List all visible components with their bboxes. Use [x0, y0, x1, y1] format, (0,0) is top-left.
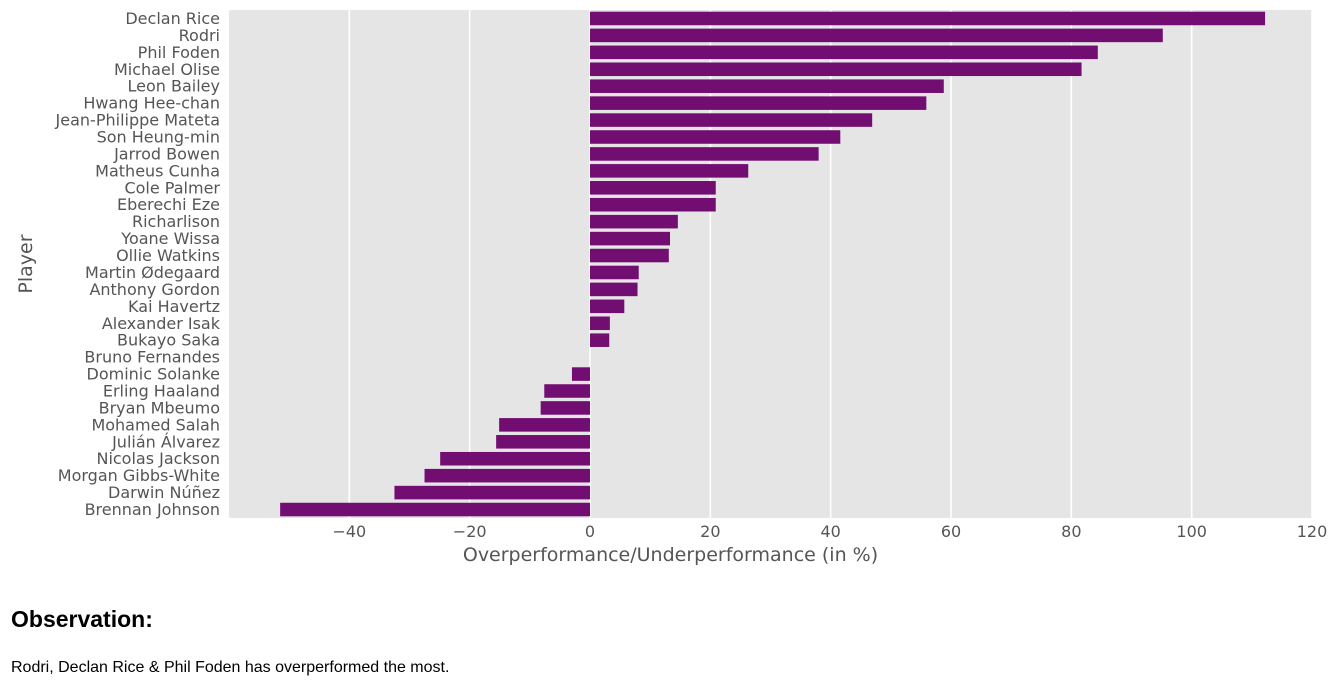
bar [590, 11, 1266, 26]
y-tick-label: Michael Olise [114, 60, 220, 79]
bar [540, 401, 590, 415]
bar [590, 299, 625, 314]
y-tick-label: Son Heung-min [97, 128, 220, 147]
x-axis-title: Overperformance/Underperformance (in %) [463, 544, 878, 566]
y-tick-label: Bryan Mbeumo [99, 398, 220, 417]
y-tick-label: Julián Álvarez [111, 432, 220, 451]
bar [590, 164, 749, 178]
bar [590, 265, 639, 280]
y-tick-label: Jean-Philippe Mateta [55, 111, 220, 130]
bar [280, 502, 590, 517]
y-tick-label: Darwin Núñez [108, 483, 220, 502]
y-tick-label: Matheus Cunha [95, 161, 220, 180]
bar [590, 181, 716, 195]
bar [590, 282, 638, 297]
y-tick-label: Eberechi Eze [117, 195, 220, 214]
bar [590, 214, 678, 229]
x-tick-label: −40 [332, 522, 366, 541]
x-tick-label: 120 [1297, 522, 1328, 541]
y-tick-label: Jarrod Bowen [113, 144, 220, 163]
y-tick-label: Cole Palmer [124, 178, 220, 197]
y-tick-label: Anthony Gordon [89, 280, 220, 299]
y-tick-label: Hwang Hee-chan [83, 94, 220, 113]
y-axis-title: Player [15, 234, 37, 293]
plot-area [229, 10, 1312, 518]
y-tick-label: Richarlison [132, 212, 220, 231]
y-tick-label: Rodri [179, 26, 220, 45]
bar [590, 62, 1082, 77]
bar [590, 231, 671, 246]
observation-heading: Observation: [11, 606, 153, 632]
grid-lines [348, 10, 1313, 518]
y-tick-label: Dominic Solanke [87, 365, 220, 384]
bar [571, 367, 590, 381]
y-tick-label: Alexander Isak [102, 314, 221, 333]
bars [280, 11, 1266, 517]
y-tick-label: Ollie Watkins [116, 246, 220, 265]
y-tick-label: Mohamed Salah [91, 415, 220, 434]
bar [590, 45, 1098, 60]
x-tick-label: 100 [1176, 522, 1207, 541]
bar [440, 451, 590, 466]
bar [590, 197, 716, 212]
bar [590, 130, 841, 144]
x-tick-label: 60 [941, 522, 961, 541]
y-tick-label: Leon Bailey [128, 77, 220, 96]
bar [590, 96, 927, 110]
bar [590, 316, 610, 331]
y-tick-label: Declan Rice [125, 9, 220, 28]
bar [590, 248, 669, 263]
x-tick-label: 0 [585, 522, 595, 541]
x-tick-label: 40 [820, 522, 840, 541]
x-tick-label: 80 [1061, 522, 1081, 541]
bar [424, 468, 590, 483]
bar [590, 79, 944, 93]
x-tick-label: −20 [453, 522, 487, 541]
bar [544, 384, 590, 398]
y-tick-label: Bruno Fernandes [84, 348, 220, 367]
y-tick-label: Nicolas Jackson [96, 449, 220, 468]
bar [394, 485, 590, 500]
y-tick-label: Brennan Johnson [85, 500, 220, 519]
observation-text: Rodri, Declan Rice & Phil Foden has over… [11, 659, 450, 676]
bar [496, 435, 590, 449]
bar [499, 418, 590, 432]
bar [590, 333, 610, 347]
bar [590, 147, 819, 161]
y-tick-label: Morgan Gibbs-White [58, 466, 220, 485]
x-tick-label: 20 [700, 522, 720, 541]
y-tick-label: Phil Foden [138, 43, 220, 62]
x-tick-labels: −40 −20 0 20 40 60 80 100 120 [332, 522, 1327, 541]
bar [590, 113, 873, 127]
y-tick-label: Yoane Wissa [120, 229, 220, 248]
y-tick-label: Kai Havertz [128, 297, 220, 316]
y-tick-label: Erling Haaland [103, 382, 220, 401]
y-tick-label: Bukayo Saka [117, 331, 220, 350]
bar [590, 28, 1163, 43]
y-tick-label: Martin Ødegaard [85, 263, 220, 282]
